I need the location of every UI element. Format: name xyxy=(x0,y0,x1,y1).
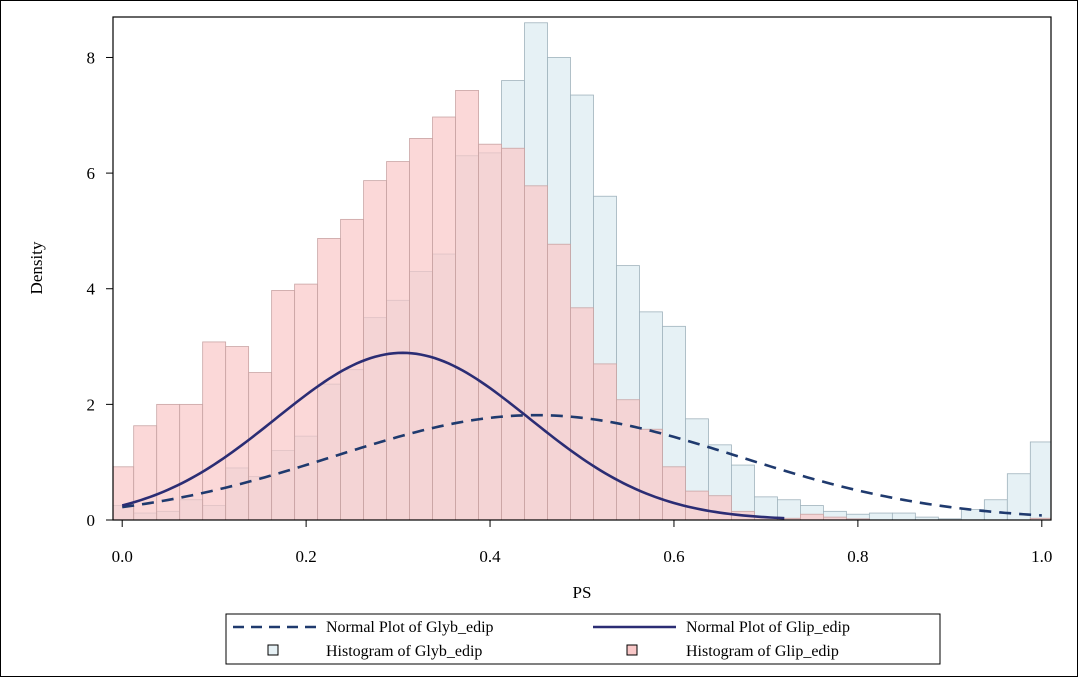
x-axis: 0.0 0.2 0.4 0.6 0.8 1.0 xyxy=(112,520,1052,566)
x-tick-label: 0.4 xyxy=(479,547,501,566)
histogram-bar xyxy=(593,363,617,520)
x-tick-label: 0.0 xyxy=(112,547,133,566)
histogram-bar xyxy=(386,161,410,520)
histogram-bar xyxy=(501,147,525,520)
legend-box xyxy=(225,613,941,665)
y-axis-label: Density xyxy=(27,241,46,294)
histogram-bar xyxy=(478,143,502,520)
legend-label-glip-hist: Histogram of Glip_edip xyxy=(686,643,839,660)
legend: Normal Plot of Glyb_edip Normal Plot of … xyxy=(225,613,941,665)
histogram-bar xyxy=(409,138,433,520)
plot-border xyxy=(112,16,1052,521)
y-tick-label: 8 xyxy=(87,48,96,67)
x-tick-label: 0.6 xyxy=(663,547,684,566)
legend-label-glip-normal: Normal Plot of Glip_edip xyxy=(686,619,850,636)
y-axis: 0 2 4 6 8 xyxy=(87,48,113,530)
legend-label-glyb-normal: Normal Plot of Glyb_edip xyxy=(326,619,494,636)
histogram-bar xyxy=(225,346,250,520)
y-tick-label: 6 xyxy=(87,164,96,183)
y-tick-label: 2 xyxy=(87,395,96,414)
histogram-bar xyxy=(179,403,204,520)
histogram-bar xyxy=(570,307,594,520)
histogram-bar xyxy=(983,499,1008,520)
histogram-bar xyxy=(708,495,732,520)
histogram-bar xyxy=(616,399,640,520)
x-tick-label: 0.8 xyxy=(847,547,868,566)
histogram-bar xyxy=(1029,441,1051,520)
plot-area xyxy=(113,22,1051,520)
histogram-bar xyxy=(891,512,916,520)
histogram-bar xyxy=(800,513,824,520)
histogram-bar xyxy=(524,185,548,520)
legend-swatch-glyb-hist xyxy=(267,644,279,656)
y-tick-label: 4 xyxy=(87,280,96,299)
histogram-bar xyxy=(547,243,571,520)
histogram-bar xyxy=(731,464,755,520)
histogram-bar xyxy=(156,403,181,520)
histogram-bar xyxy=(868,512,893,520)
histogram-bar xyxy=(455,90,479,520)
histogram-bar xyxy=(662,466,686,520)
x-axis-label: PS xyxy=(573,583,592,602)
histogram-bar xyxy=(1029,517,1051,520)
x-tick-label: 1.0 xyxy=(1031,547,1052,566)
histogram-glip xyxy=(113,90,1051,520)
histogram-bar xyxy=(133,425,158,520)
histogram-bar xyxy=(639,428,663,520)
histogram-bar xyxy=(248,372,273,520)
normal-curve-glip xyxy=(121,351,785,520)
legend-swatch-glip-hist xyxy=(626,644,638,656)
y-tick-label: 0 xyxy=(87,511,96,530)
histogram-bar xyxy=(432,116,456,520)
histogram-bar xyxy=(363,180,387,520)
legend-label-glyb-hist: Histogram of Glyb_edip xyxy=(326,643,482,660)
histogram-bar xyxy=(113,466,135,520)
normal-curve-glyb xyxy=(122,413,1042,517)
x-tick-label: 0.2 xyxy=(295,547,316,566)
